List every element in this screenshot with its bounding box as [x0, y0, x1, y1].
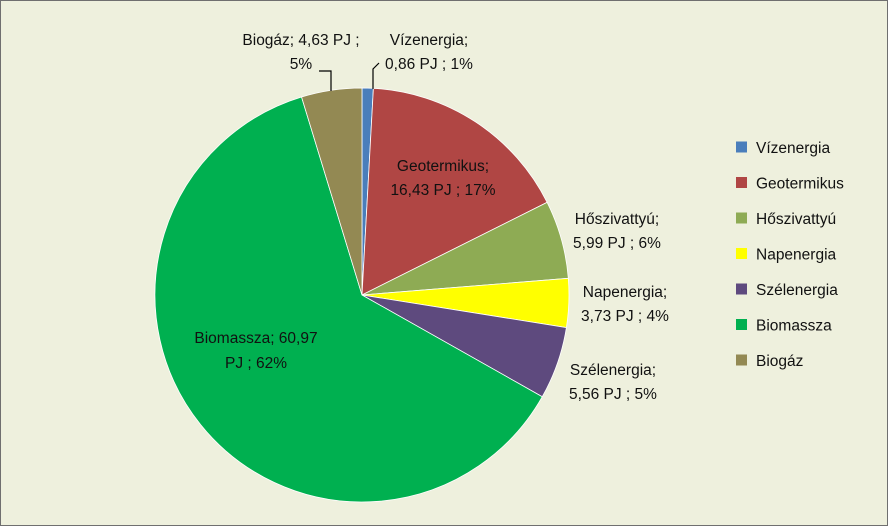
pie-slice-biomassza: [154, 96, 543, 503]
leader-line-biogaz: [319, 70, 332, 91]
legend-swatch-vizenergia: [736, 141, 747, 153]
leader-line-vizenergia: [372, 62, 380, 89]
pie-slices: [154, 87, 570, 503]
data-label-hoszivattyu: Hőszivattyú; 5,99 PJ ; 6%: [573, 211, 661, 252]
legend-label-vizenergia: Vízenergia: [756, 140, 830, 157]
legend-label-biomassza: Biomassza: [756, 318, 832, 335]
legend-swatch-biogaz: [736, 354, 747, 366]
pie-slice-geotermikus: [361, 87, 548, 296]
legend-swatch-hoszivattyu: [736, 212, 747, 224]
data-label-biogaz: Biogáz; 4,63 PJ ; 5%: [242, 32, 359, 73]
legend-swatch-szelenergia: [736, 283, 747, 295]
data-label-geotermikus: Geotermikus; 16,43 PJ ; 17%: [390, 158, 495, 199]
data-label-biomassza: Biomassza; 60,97 PJ ; 62%: [194, 330, 317, 372]
legend: Vízenergia Geotermikus Hőszivattyú Napenerg…: [736, 140, 844, 370]
legend-swatch-napenergia: [736, 248, 747, 259]
legend-swatch-geotermikus: [736, 177, 747, 188]
legend-label-geotermikus: Geotermikus: [756, 176, 844, 193]
legend-label-szelenergia: Szélenergia: [756, 282, 838, 299]
legend-label-hoszivattyu: Hőszivattyú: [756, 211, 836, 228]
data-label-vizenergia: Vízenergia; 0,86 PJ ; 1%: [385, 32, 473, 73]
data-label-szelenergia: Szélenergia; 5,56 PJ ; 5%: [569, 362, 657, 403]
data-label-napenergia: Napenergia; 3,73 PJ ; 4%: [581, 284, 669, 325]
legend-label-biogaz: Biogáz: [756, 353, 803, 370]
legend-label-napenergia: Napenergia: [756, 247, 837, 264]
legend-swatch-biomassza: [736, 319, 747, 330]
